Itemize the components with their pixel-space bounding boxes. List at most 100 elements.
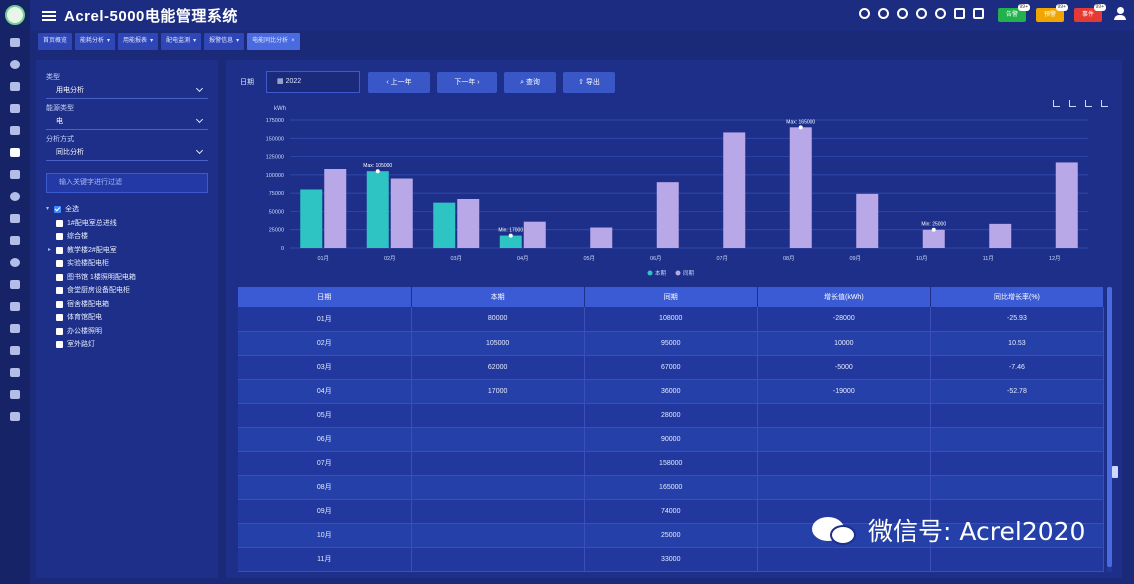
panel-collapse-handle[interactable]	[1112, 466, 1118, 478]
table-cell	[411, 523, 585, 548]
tab-energy-report[interactable]: 用能报表 ▾	[118, 33, 159, 50]
video-icon[interactable]	[954, 8, 965, 19]
tree-checkbox[interactable]	[56, 327, 63, 335]
table-cell	[411, 403, 585, 428]
bar-current	[366, 171, 389, 248]
tree-root[interactable]: ▾ 全选	[46, 203, 208, 217]
device-icon[interactable]	[10, 236, 20, 245]
table-row: 07月 158000	[238, 451, 1105, 476]
shirt-icon[interactable]	[973, 8, 984, 19]
table-cell: 02月	[238, 331, 412, 356]
tree-checkbox[interactable]	[56, 233, 63, 241]
date-picker[interactable]: ▦ 2022	[266, 71, 360, 93]
folder-icon[interactable]	[10, 104, 20, 113]
chevron-right-icon: ›	[475, 79, 480, 86]
alarm-count: 99+	[1017, 4, 1030, 11]
device-tree: ▾ 全选 1#配电室总进线 综合楼 ▸ 教学楼2#配电室 实验楼配电柜 图书馆 1…	[46, 203, 208, 352]
tab-energy-analysis[interactable]: 能耗分析 ▾	[75, 33, 116, 50]
analysis-mode-select[interactable]: 同比分析	[46, 144, 208, 161]
table-cell: 07月	[238, 451, 412, 476]
table-cell	[757, 499, 931, 524]
tree-checkbox[interactable]	[56, 300, 63, 308]
tree-item[interactable]: 体育馆配电	[46, 311, 208, 325]
tree-item[interactable]: 食堂厨房设备配电柜	[46, 284, 208, 298]
report-icon[interactable]	[10, 170, 20, 179]
download-icon[interactable]	[1101, 100, 1108, 107]
monitor-icon[interactable]	[10, 60, 20, 69]
tree-item[interactable]: 宿舍楼配电箱	[46, 298, 208, 312]
tab-home[interactable]: 首页概览	[38, 33, 73, 50]
tree-checkbox[interactable]	[56, 246, 63, 254]
tab-distribution-monitor[interactable]: 配电监测 ▾	[161, 33, 202, 50]
home-icon[interactable]	[10, 38, 20, 47]
tree-item[interactable]: 图书馆 1楼照明配电箱	[46, 271, 208, 285]
save-icon[interactable]	[10, 390, 20, 399]
menu-toggle-icon[interactable]	[42, 9, 56, 23]
bell-icon[interactable]	[10, 214, 20, 223]
type-select[interactable]: 用电分析	[46, 82, 208, 99]
flash-icon[interactable]	[10, 126, 20, 135]
tree-item-label: 办公楼照明	[67, 327, 102, 335]
clock-icon[interactable]	[10, 258, 20, 267]
search-icon[interactable]	[878, 8, 889, 19]
alarm-badge-alarm[interactable]: 告警 99+	[998, 4, 1030, 22]
tree-item[interactable]: ▸ 教学楼2#配电室	[46, 244, 208, 258]
file-icon[interactable]	[10, 346, 20, 355]
list-icon[interactable]	[10, 280, 20, 289]
tree-item[interactable]: 1#配电室总进线	[46, 217, 208, 231]
tree-checkbox[interactable]	[56, 260, 63, 268]
user-icon[interactable]	[1114, 7, 1126, 21]
mute-icon[interactable]	[897, 8, 908, 19]
tree-filter-input[interactable]: 输入关键字进行过滤	[46, 173, 208, 193]
main-panel: 日期 ▦ 2022 ‹ 上一年 下一年 › ⌕ 查询 ⇧ 导出 kWh 0 2500…	[226, 60, 1122, 578]
scrollbar-thumb[interactable]	[1107, 287, 1112, 567]
tree-checkbox[interactable]	[56, 287, 63, 295]
globe-icon[interactable]	[859, 8, 870, 19]
table-row: 11月 33000	[238, 547, 1105, 572]
table-cell: 36000	[584, 379, 758, 404]
user-settings-icon[interactable]	[10, 412, 20, 421]
tree-checkbox[interactable]	[56, 219, 63, 227]
bar-chart-icon[interactable]	[1053, 100, 1060, 107]
tree-item[interactable]: 实验楼配电柜	[46, 257, 208, 271]
tab-yoy-analysis[interactable]: 电能同比分析 ×	[247, 33, 300, 50]
y-tick-label: 25000	[269, 228, 284, 234]
logo-icon	[5, 5, 25, 25]
table-cell: 33000	[584, 547, 758, 572]
annotation-point	[375, 169, 380, 174]
export-button[interactable]: ⇧ 导出	[563, 72, 615, 93]
tree-checkbox[interactable]	[56, 273, 63, 281]
tree-item[interactable]: 综合楼	[46, 230, 208, 244]
annotation-label: Min: 25000	[921, 222, 946, 228]
tab-alarm-info[interactable]: 报警信息 ▾	[204, 33, 245, 50]
gear-icon[interactable]	[10, 192, 20, 201]
caret-right-icon[interactable]: ▸	[48, 246, 52, 253]
query-button[interactable]: ⌕ 查询	[504, 72, 556, 93]
alarm-badge-warning[interactable]: 预警 99+	[1036, 4, 1068, 22]
energy-type-select[interactable]: 电	[46, 113, 208, 130]
refresh-icon[interactable]	[916, 8, 927, 19]
tree-checkbox[interactable]	[56, 341, 63, 349]
prev-year-button[interactable]: ‹ 上一年	[368, 72, 430, 93]
tree-item[interactable]: 室外路灯	[46, 338, 208, 352]
tree-root-checkbox[interactable]	[54, 206, 61, 214]
camera-icon[interactable]	[10, 324, 20, 333]
fullscreen-icon[interactable]	[935, 8, 946, 19]
table-cell: 90000	[584, 427, 758, 452]
tree-item[interactable]: 办公楼照明	[46, 325, 208, 339]
energy-type-label: 能源类型	[46, 105, 74, 112]
chart-icon[interactable]	[10, 148, 20, 157]
line-chart-icon[interactable]	[1069, 100, 1076, 107]
alarm-badge-event[interactable]: 事件 99+	[1074, 4, 1106, 22]
next-year-button[interactable]: 下一年 ›	[437, 72, 497, 93]
eye-icon[interactable]	[10, 82, 20, 91]
table-cell: 09月	[238, 499, 412, 524]
caret-down-icon[interactable]: ▾	[46, 206, 50, 212]
table-icon[interactable]	[10, 302, 20, 311]
table-scrollbar[interactable]	[1107, 287, 1112, 572]
tools-icon[interactable]	[10, 368, 20, 377]
table-cell: 17000	[411, 379, 585, 404]
table-cell: -28000	[757, 307, 931, 332]
restore-icon[interactable]	[1085, 100, 1092, 107]
tree-checkbox[interactable]	[56, 314, 63, 322]
